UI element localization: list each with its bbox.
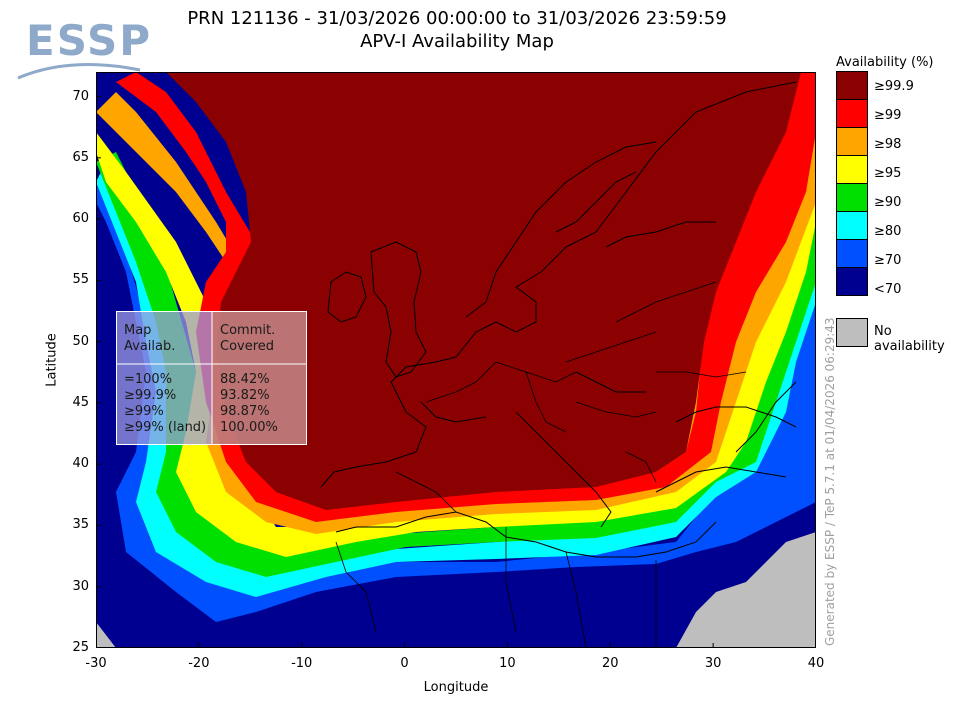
stats-header-map: Map Availab. — [124, 323, 175, 355]
legend-label: ≥95 — [874, 166, 902, 181]
legend-swatch — [836, 71, 868, 100]
y-tick-label: 60 — [72, 211, 89, 227]
logo-text: ESSP — [26, 16, 153, 65]
stats-level: ≥99% (land) — [124, 420, 207, 435]
band-80 — [96, 162, 816, 597]
stats-header-covered: Commit. Covered — [220, 323, 275, 355]
availability-map — [96, 72, 816, 648]
legend-label: ≥99 — [874, 108, 902, 123]
y-tick-label: 30 — [72, 578, 89, 594]
legend-label: ≥90 — [874, 195, 902, 210]
y-tick-label: 35 — [72, 517, 89, 533]
y-tick-label: 45 — [72, 394, 89, 410]
stats-covered: 93.82% — [220, 388, 270, 403]
stats-level: ≥99% — [124, 404, 164, 419]
band-99-9 — [166, 72, 801, 510]
stats-header-covered-line1: Commit. — [220, 323, 276, 338]
y-axis-label: Latitude — [44, 333, 60, 387]
title-line-1: PRN 121136 - 31/03/2026 00:00:00 to 31/0… — [187, 8, 727, 29]
no-availability-area-corner — [96, 622, 116, 648]
stats-covered-values: 88.42% 93.82% 98.87% 100.00% — [220, 372, 278, 436]
stats-header-map-line1: Map — [124, 323, 152, 338]
legend-swatch — [836, 267, 868, 296]
y-tick-label: 50 — [72, 333, 89, 349]
stats-header-map-line2: Availab. — [124, 339, 176, 354]
map-canvas — [96, 72, 816, 648]
map-frame — [96, 72, 816, 648]
x-tick-label: 40 — [807, 656, 825, 671]
stats-covered: 100.00% — [220, 420, 278, 435]
legend-swatch — [836, 239, 868, 268]
coverage-stats-table: Map Availab. Commit. Covered =100% ≥99.9… — [116, 311, 307, 445]
map-title: PRN 121136 - 31/03/2026 00:00:00 to 31/0… — [140, 7, 774, 53]
legend-swatch — [836, 211, 868, 240]
country-borders — [335, 281, 747, 648]
band-70 — [96, 182, 816, 622]
stats-covered: 98.87% — [220, 404, 270, 419]
legend-label: <70 — [874, 282, 902, 297]
legend-title: Availability (%) — [836, 55, 934, 70]
x-tick-label: 0 — [400, 656, 409, 671]
logo-swoosh-icon — [17, 63, 141, 80]
y-tick-label: 65 — [72, 149, 89, 165]
x-tick-label: -20 — [188, 656, 210, 671]
x-tick-label: 10 — [499, 656, 516, 671]
axis-ticks — [96, 96, 816, 648]
legend-swatch — [836, 99, 868, 128]
legend-swatch — [836, 183, 868, 212]
y-tick-label: 55 — [72, 272, 89, 288]
legend-label: ≥99.9 — [874, 79, 914, 94]
legend-color-scale — [836, 71, 868, 296]
legend-no-availability-label: No availability — [874, 324, 945, 354]
legend-label: ≥80 — [874, 224, 902, 239]
x-tick-label: 30 — [704, 656, 722, 671]
generated-by-footer: Generated by ESSP / TeP 5.7.1 at 01/04/2… — [823, 317, 837, 646]
coastlines — [320, 81, 797, 558]
x-tick-label: 20 — [602, 656, 619, 671]
legend-label: ≥98 — [874, 137, 902, 152]
legend-label: ≥70 — [874, 253, 902, 268]
stats-levels: =100% ≥99.9% ≥99% ≥99% (land) — [124, 372, 206, 436]
y-tick-label: 40 — [72, 456, 89, 472]
stats-covered: 88.42% — [220, 372, 270, 387]
y-tick-label: 70 — [72, 88, 89, 104]
title-line-2: APV-I Availability Map — [360, 31, 554, 52]
stats-level: ≥99.9% — [124, 388, 177, 403]
x-tick-label: -10 — [291, 656, 313, 671]
x-tick-label: -30 — [85, 656, 107, 671]
legend-swatch — [836, 127, 868, 156]
y-tick-label: 25 — [72, 640, 89, 655]
stats-header-covered-line2: Covered — [220, 339, 275, 354]
legend-swatch — [836, 155, 868, 184]
stats-level: =100% — [124, 372, 173, 387]
x-axis-label: Longitude — [423, 680, 489, 695]
legend-no-availability-swatch — [836, 318, 868, 347]
no-availability-area — [676, 532, 816, 648]
essp-logo: ESSP — [10, 8, 150, 80]
stats-table-grid — [116, 311, 307, 445]
